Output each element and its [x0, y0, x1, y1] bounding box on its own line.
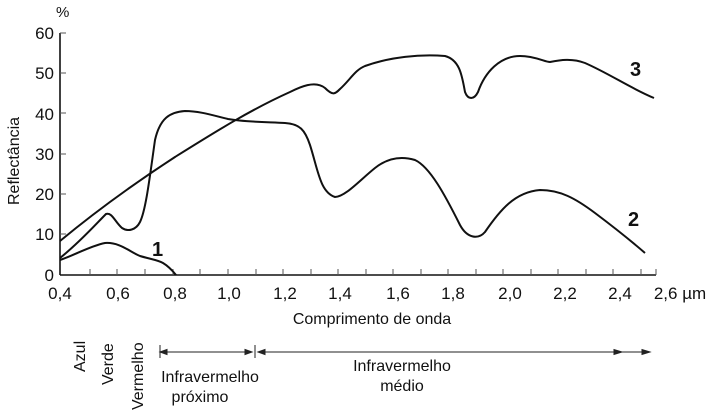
svg-text:2,2: 2,2 — [553, 284, 577, 303]
band-verde: Verde — [100, 343, 117, 385]
y-axis-label: Reflectância — [6, 117, 23, 205]
series-2-curve — [59, 109, 646, 259]
svg-text:1,2: 1,2 — [273, 284, 297, 303]
series-3-label: 3 — [630, 59, 641, 81]
svg-text:40: 40 — [35, 105, 54, 124]
series-1-curve — [59, 241, 177, 276]
band-ir-near-line2: próximo — [172, 389, 229, 406]
series-3-curve — [59, 54, 655, 242]
visible-band-labels: Azul Verde Vermelho — [72, 341, 147, 410]
band-azul: Azul — [72, 341, 89, 372]
svg-text:1,8: 1,8 — [441, 284, 465, 303]
svg-text:0,4: 0,4 — [48, 284, 72, 303]
svg-text:20: 20 — [35, 185, 54, 204]
svg-text:2,6 µm: 2,6 µm — [654, 284, 706, 303]
svg-text:0,6: 0,6 — [106, 284, 130, 303]
x-tick-labels: 0,4 0,6 0,8 1,0 1,2 1,4 1,6 1,8 2,0 2,2 … — [48, 284, 706, 303]
svg-text:50: 50 — [35, 64, 54, 83]
svg-text:0,8: 0,8 — [163, 284, 187, 303]
y-tick-labels: 0 10 20 30 40 50 60 — [35, 24, 54, 285]
svg-text:1,0: 1,0 — [217, 284, 241, 303]
svg-text:2,4: 2,4 — [608, 284, 632, 303]
svg-text:10: 10 — [35, 225, 54, 244]
svg-text:30: 30 — [35, 145, 54, 164]
series-1-label: 1 — [152, 239, 163, 261]
svg-text:1,4: 1,4 — [328, 284, 352, 303]
svg-text:2,0: 2,0 — [498, 284, 522, 303]
infrared-band-labels: Infravermelho próximo Infravermelho médi… — [161, 358, 451, 406]
band-ir-mid-line2: médio — [380, 378, 424, 395]
band-ir-near-line1: Infravermelho — [161, 369, 259, 386]
series-2-label: 2 — [628, 209, 639, 231]
x-axis-label: Comprimento de onda — [293, 311, 451, 328]
svg-text:1,6: 1,6 — [386, 284, 410, 303]
svg-text:60: 60 — [35, 24, 54, 43]
y-unit-label: % — [56, 4, 69, 21]
svg-text:0: 0 — [45, 266, 54, 285]
band-arrows — [158, 345, 652, 358]
y-ticks — [60, 32, 66, 235]
band-vermelho: Vermelho — [130, 342, 147, 410]
x-ticks — [89, 269, 657, 275]
band-ir-mid-line1: Infravermelho — [353, 358, 451, 375]
